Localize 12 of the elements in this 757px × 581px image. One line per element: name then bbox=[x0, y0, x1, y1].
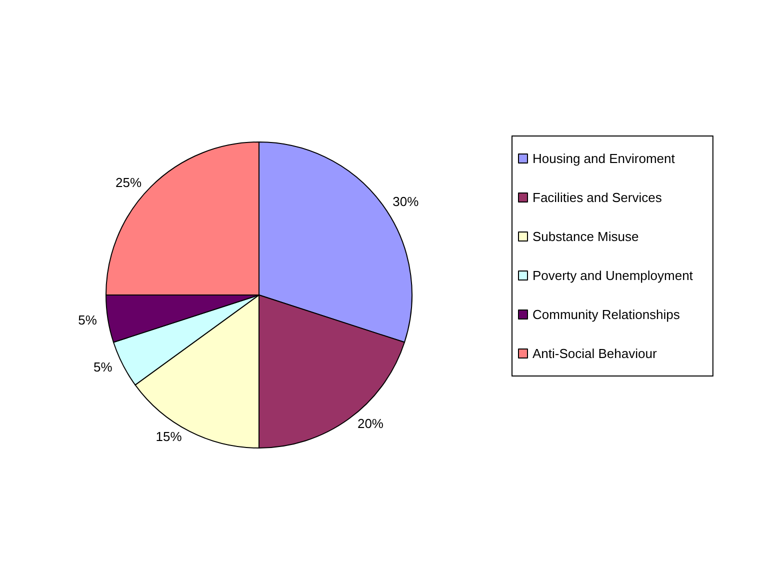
data-label: 25% bbox=[116, 175, 142, 190]
data-label: 15% bbox=[156, 429, 182, 444]
legend-label: Housing and Enviroment bbox=[532, 151, 676, 166]
legend-label: Anti-Social Behaviour bbox=[532, 346, 658, 361]
data-label: 30% bbox=[392, 194, 420, 210]
data-label: 20% bbox=[357, 416, 384, 432]
legend-label: Community Relationships bbox=[532, 307, 680, 322]
legend-label: Substance Misuse bbox=[532, 229, 639, 244]
data-label: 5% bbox=[94, 360, 113, 375]
data-label: 5% bbox=[78, 312, 98, 328]
legend-label: Facilities and Services bbox=[532, 190, 662, 205]
legend-label: Poverty and Unemployment bbox=[532, 268, 694, 283]
